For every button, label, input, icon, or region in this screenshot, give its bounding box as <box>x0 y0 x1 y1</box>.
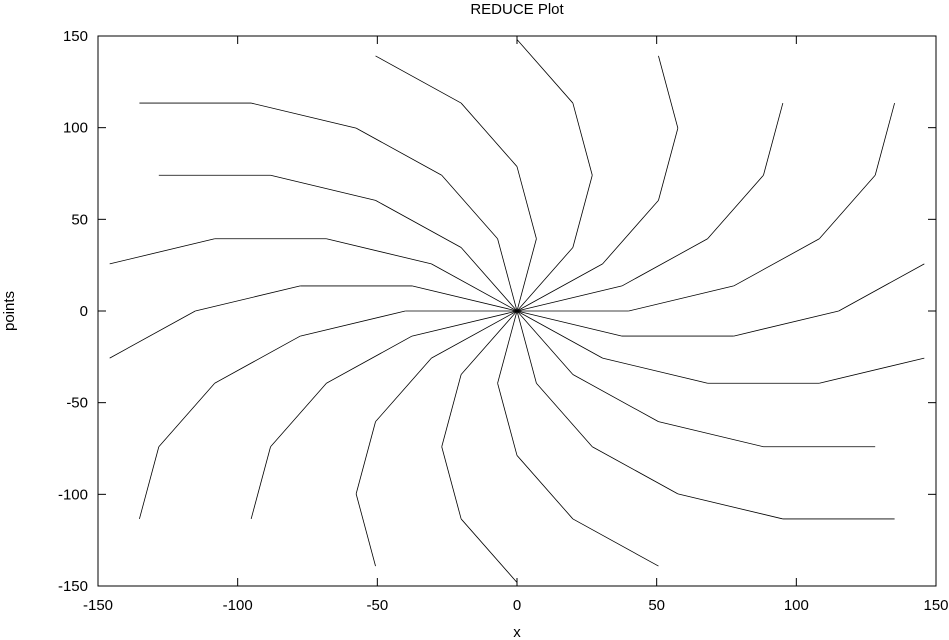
plot-line-segment <box>326 238 432 265</box>
x-tick-label: 100 <box>784 597 809 614</box>
plot-line-segment <box>516 310 574 375</box>
plot-line-segment <box>109 238 215 265</box>
plot-line-segment <box>497 383 518 456</box>
plot-line-segment <box>874 102 895 176</box>
x-tick-label: 50 <box>648 597 665 614</box>
plot-area <box>109 39 925 583</box>
plot-line-segment <box>355 421 376 494</box>
plot-line-segment <box>819 175 876 240</box>
plot-line-segment <box>326 335 413 384</box>
plot-line-segment <box>109 310 196 359</box>
plot-line-segment <box>516 263 603 312</box>
plot-line-segment <box>658 55 679 129</box>
y-tick-label: -100 <box>58 486 88 503</box>
plot-line-segment <box>411 285 518 312</box>
plot-line-segment <box>195 285 301 312</box>
plot-line-segment <box>516 285 623 312</box>
x-tick-label: -100 <box>223 597 253 614</box>
plot-line-segment <box>411 310 518 337</box>
plot-line-segment <box>516 238 537 312</box>
plot-line-segment <box>572 518 659 567</box>
plot-line-segment <box>572 102 593 176</box>
plot-line-segment <box>441 374 462 447</box>
plot-line-segment <box>158 382 215 447</box>
x-tick-label: 150 <box>923 597 948 614</box>
y-tick-label: 150 <box>63 28 88 45</box>
plot-line-segment <box>139 446 160 520</box>
y-tick-label: -150 <box>58 578 88 595</box>
plot-line-segment <box>460 102 518 167</box>
plot-line-segment <box>431 310 518 359</box>
plot-line-segment <box>733 310 839 337</box>
plot-line-segment <box>441 175 498 240</box>
plot-line-segment <box>628 285 734 312</box>
y-tick-label: 50 <box>71 211 88 228</box>
y-axis-label: points <box>1 291 18 331</box>
x-tick-label: -50 <box>366 597 388 614</box>
plot-line-segment <box>572 374 659 422</box>
plot-line-segment <box>355 493 376 567</box>
plot-line-segment <box>375 55 462 104</box>
plot-line-segment <box>251 102 357 129</box>
x-tick-label: -150 <box>83 597 113 614</box>
plot-line-segment <box>621 238 708 287</box>
chart-title: REDUCE Plot <box>470 1 564 18</box>
plot-line-segment <box>572 175 593 248</box>
y-tick-label: 100 <box>63 120 88 137</box>
plot-line-segment <box>602 200 659 265</box>
plot-line-segment <box>602 357 708 384</box>
plot-line-segment <box>516 39 574 104</box>
plot-line-segment <box>431 263 518 312</box>
x-axis-label: x <box>513 624 521 640</box>
plot-line-segment <box>375 357 432 422</box>
plot-line-segment <box>707 175 764 240</box>
plot-line-segment <box>270 174 376 201</box>
x-tick-label: 0 <box>513 597 521 614</box>
plot-line-segment <box>460 247 518 312</box>
plot-line-segment <box>536 382 593 447</box>
axis-ticks <box>97 35 937 587</box>
plot-line-segment <box>441 446 462 520</box>
plot-line-segment <box>300 310 406 337</box>
plot-line-segment <box>497 238 518 312</box>
plot-line-segment <box>658 421 764 448</box>
y-tick-labels: -150 -100 -50 0 50 100 150 <box>58 28 88 595</box>
y-tick-label: 0 <box>80 303 88 320</box>
plot-line-segment <box>516 166 537 239</box>
plot-line-segment <box>592 446 679 495</box>
plot-line-segment <box>733 238 820 287</box>
x-tick-labels: -150 -100 -50 0 50 100 150 <box>83 597 949 614</box>
plot-line-segment <box>497 310 518 384</box>
plot-line-segment <box>819 357 925 384</box>
plot-line-segment <box>460 518 518 583</box>
plot-line-segment <box>763 102 784 176</box>
plot-line-segment <box>250 446 271 520</box>
plot-line-segment <box>460 310 518 375</box>
plot-line-segment <box>838 263 925 312</box>
plot-line-segment <box>516 310 603 359</box>
plot-line-segment <box>677 493 783 520</box>
plot-line-segment <box>658 128 679 201</box>
plot-line-segment <box>214 335 301 384</box>
plot-line-segment <box>375 200 462 248</box>
plot-line-segment <box>270 382 327 447</box>
plot-line-segment <box>355 127 442 176</box>
plot-line-segment <box>516 455 574 520</box>
plot-line-segment <box>516 247 574 312</box>
plot-line-segment <box>516 310 537 384</box>
y-tick-label: -50 <box>66 395 88 412</box>
plot-line-segment <box>516 310 623 337</box>
